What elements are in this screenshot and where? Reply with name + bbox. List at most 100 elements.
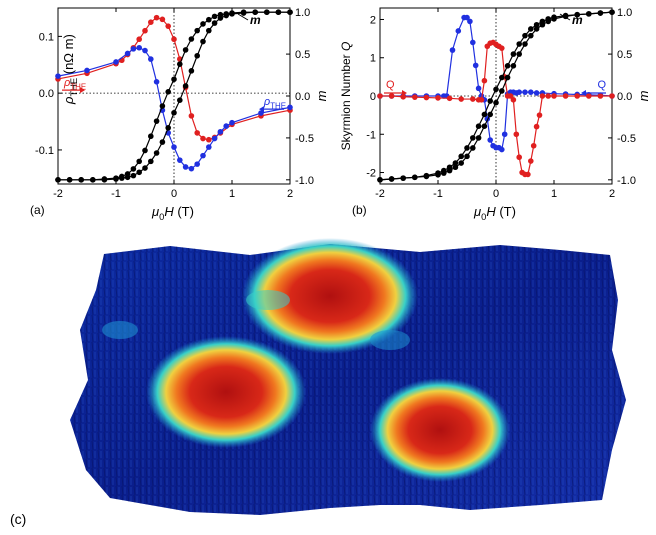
data-point <box>586 11 592 17</box>
data-point <box>478 97 485 103</box>
data-point <box>148 133 154 140</box>
data-point <box>229 11 235 17</box>
data-point <box>516 51 522 57</box>
data-point <box>142 165 148 171</box>
data-point <box>522 41 528 47</box>
annotation-arrowhead <box>581 90 586 96</box>
data-point <box>223 123 229 129</box>
data-point <box>499 146 505 153</box>
data-point <box>194 27 200 34</box>
data-point <box>481 111 488 118</box>
data-point <box>504 63 511 69</box>
panel-label: (a) <box>30 203 45 217</box>
y-left-tick-label: 0.0 <box>39 88 54 100</box>
data-point <box>400 93 407 100</box>
y-right-tick-label: -1.0 <box>617 175 636 187</box>
data-point <box>252 9 258 15</box>
data-point <box>533 21 540 28</box>
annotation-label: m <box>250 13 261 27</box>
data-point <box>177 157 183 163</box>
data-point <box>499 88 505 94</box>
data-point <box>223 12 229 19</box>
data-point <box>499 45 505 51</box>
data-point <box>551 16 557 22</box>
data-point <box>388 93 395 99</box>
data-point <box>481 77 488 84</box>
data-point <box>574 11 580 18</box>
data-point <box>188 113 195 119</box>
data-point <box>455 28 462 34</box>
panel-c-label: (c) <box>10 511 26 527</box>
data-point <box>464 153 470 160</box>
data-point <box>124 174 131 181</box>
data-point <box>130 172 137 179</box>
data-point <box>528 158 534 164</box>
data-point <box>55 73 61 79</box>
data-point <box>458 153 465 160</box>
data-point <box>153 79 160 85</box>
data-point <box>78 177 84 183</box>
data-point <box>545 18 551 25</box>
data-point <box>287 9 293 15</box>
data-point <box>499 74 505 81</box>
data-point <box>487 111 494 118</box>
data-point <box>153 118 160 124</box>
data-point <box>264 9 270 15</box>
x-tick-label: 2 <box>609 188 615 200</box>
y-right-tick-label: 0.5 <box>295 49 310 61</box>
data-point <box>153 14 160 21</box>
data-point <box>211 20 218 26</box>
data-point <box>171 36 177 43</box>
data-point <box>55 177 61 183</box>
y-left-tick-label: 1 <box>370 53 376 65</box>
data-point <box>493 86 499 93</box>
data-point <box>188 165 195 172</box>
data-point <box>287 104 293 111</box>
data-point <box>533 123 540 130</box>
data-point <box>142 47 148 54</box>
data-point <box>142 27 148 34</box>
data-point <box>165 89 171 95</box>
data-point <box>516 41 522 47</box>
data-point <box>217 15 224 21</box>
data-point <box>533 26 540 32</box>
data-point <box>487 98 494 104</box>
data-point <box>458 160 465 166</box>
x-axis-label: μ0H (T) <box>473 204 516 222</box>
data-point <box>171 76 177 83</box>
data-point <box>258 110 264 116</box>
data-point <box>449 47 456 53</box>
y-left-tick-label: -0.1 <box>35 145 54 157</box>
data-point <box>194 52 200 59</box>
data-point <box>501 131 508 138</box>
data-point <box>136 36 142 43</box>
x-axis-label: μ0H (T) <box>151 204 194 222</box>
data-point <box>217 128 224 135</box>
skyrmion-halo-1 <box>246 290 290 310</box>
data-point <box>510 51 517 57</box>
y-left-tick-label: 2 <box>370 14 376 26</box>
data-point <box>136 169 142 176</box>
y-right-tick-label: 1.0 <box>617 7 632 19</box>
data-point <box>528 89 534 95</box>
data-point <box>159 16 166 23</box>
data-point <box>182 164 189 170</box>
data-point <box>481 123 488 129</box>
data-point <box>275 9 282 15</box>
data-point <box>464 145 470 151</box>
x-tick-label: 1 <box>229 188 235 200</box>
data-point <box>574 93 580 99</box>
data-point <box>528 26 534 32</box>
skyrmion-halo-2 <box>102 321 138 339</box>
data-point <box>597 93 604 99</box>
data-point <box>412 94 418 100</box>
data-point <box>188 68 195 74</box>
data-point <box>165 23 171 29</box>
data-point <box>90 177 96 183</box>
data-point <box>206 136 212 143</box>
data-point <box>458 96 465 102</box>
data-point <box>475 123 482 129</box>
data-point <box>136 158 142 165</box>
data-point <box>441 170 447 176</box>
data-point <box>470 145 476 151</box>
